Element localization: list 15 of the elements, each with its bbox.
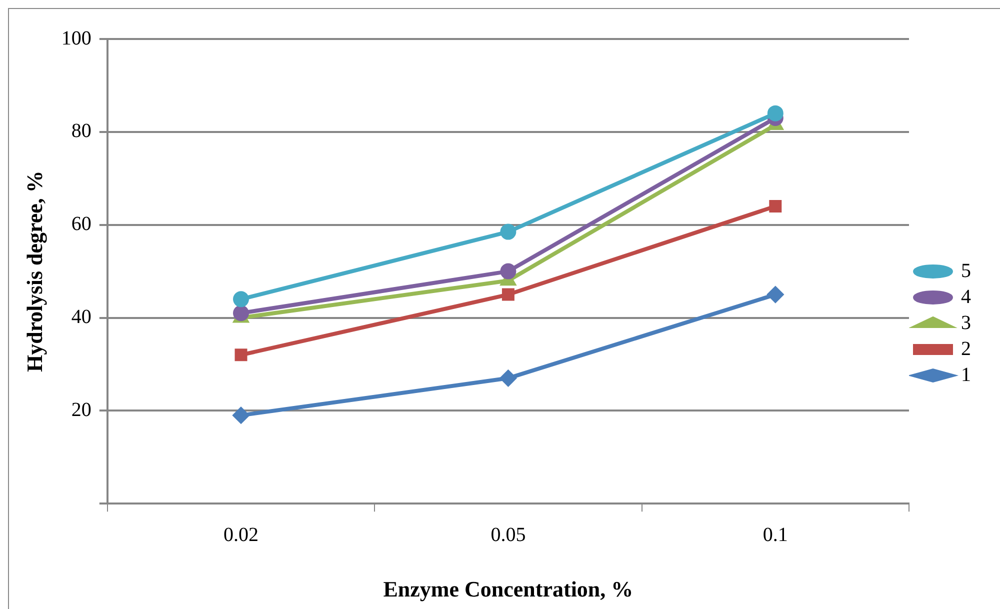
x-tick-label: 0.1 [762,524,788,546]
y-tick-label: 60 [71,213,92,236]
legend-label: 1 [961,364,971,386]
y-tick-label: 40 [71,306,92,328]
x-tick-label: 0.05 [490,524,526,546]
y-tick-label: 80 [71,120,92,142]
legend-label: 4 [961,286,971,308]
y-tick-label: 100 [61,27,92,50]
y-tick-label: 20 [71,398,92,421]
x-tick-label: 0.02 [224,524,258,546]
legend-label: 3 [961,312,971,334]
legend-label: 2 [961,338,971,360]
y-axis-title: Hydrolysis degree, % [22,170,47,372]
legend-label: 5 [961,260,971,282]
x-axis-title: Enzyme Concentration, % [383,576,634,602]
